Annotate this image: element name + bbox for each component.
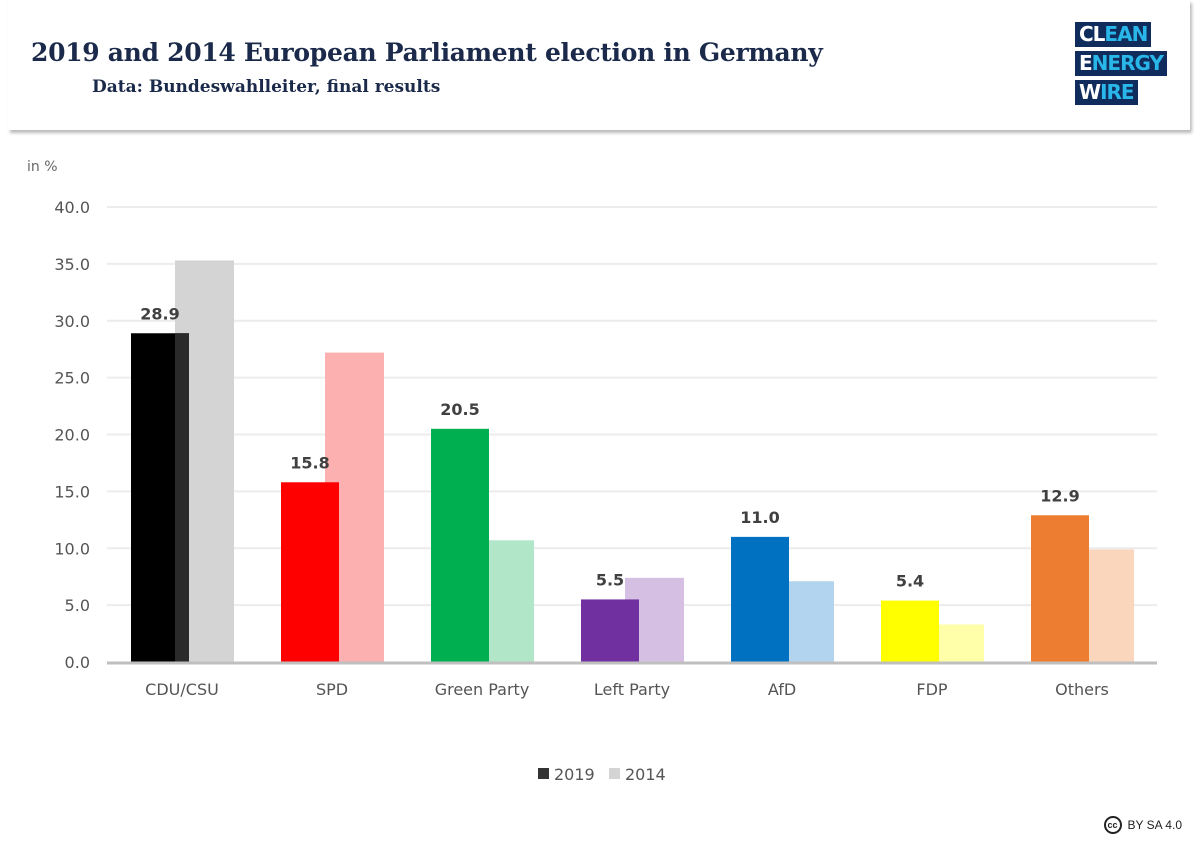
y-axis-label: in % — [27, 159, 58, 175]
data-label-2019: 5.5 — [596, 570, 624, 589]
bar-2019 — [581, 599, 639, 662]
clean-energy-wire-logo: CLEAN ENERGY WIRE — [1075, 22, 1167, 109]
y-tick-label: 0.0 — [65, 653, 90, 672]
bar-2019 — [1031, 515, 1089, 662]
license-text: BY SA 4.0 — [1127, 818, 1183, 832]
data-label-2019: 12.9 — [1040, 486, 1079, 505]
bar-2019 — [881, 600, 939, 662]
bar-2019 — [731, 536, 789, 662]
y-tick-label: 25.0 — [54, 369, 90, 388]
data-label-2019: 20.5 — [440, 400, 479, 419]
cc-icon: cc — [1103, 816, 1122, 834]
y-tick-label: 5.0 — [65, 596, 90, 615]
legend-label-2019: 2019 — [554, 765, 595, 784]
y-tick-label: 40.0 — [54, 198, 90, 217]
legend-swatch-2019 — [538, 768, 549, 779]
y-tick-label: 15.0 — [54, 482, 90, 501]
x-tick-label: Green Party — [435, 680, 530, 699]
legend-label-2014: 2014 — [625, 765, 666, 784]
x-tick-label: FDP — [916, 680, 948, 699]
y-tick-label: 35.0 — [54, 255, 90, 274]
x-tick-label: AfD — [768, 680, 796, 699]
legend-swatch-2014 — [609, 768, 620, 779]
logo-line: ENERGY — [1075, 51, 1167, 76]
bar-2019 — [431, 428, 489, 662]
x-tick-label: Left Party — [594, 680, 670, 699]
page-title: 2019 and 2014 European Parliament electi… — [31, 38, 823, 67]
x-tick-label: Others — [1055, 680, 1109, 699]
logo-line: CLEAN — [1075, 22, 1152, 47]
data-label-2019: 28.9 — [140, 304, 179, 323]
bar-2019 — [281, 482, 339, 662]
data-label-2019: 5.4 — [896, 572, 924, 591]
logo-line: WIRE — [1075, 80, 1138, 105]
page-subtitle: Data: Bundeswahlleiter, final results — [92, 77, 441, 97]
y-tick-label: 20.0 — [54, 426, 90, 445]
header-banner — [8, 0, 1190, 130]
x-tick-label: CDU/CSU — [145, 680, 219, 699]
license-badge: cc BY SA 4.0 — [1103, 816, 1183, 834]
x-tick-label: SPD — [316, 680, 348, 699]
bar-overlap — [175, 333, 189, 662]
y-tick-label: 10.0 — [54, 539, 90, 558]
y-tick-label: 30.0 — [54, 312, 90, 331]
data-label-2019: 15.8 — [290, 453, 329, 472]
data-label-2019: 11.0 — [740, 508, 779, 527]
